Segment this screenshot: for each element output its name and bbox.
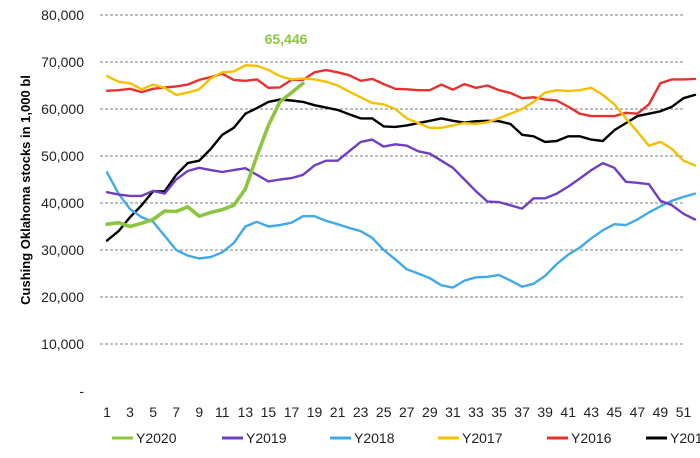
series-line-y2020 bbox=[105, 81, 305, 229]
x-tick-label: 39 bbox=[537, 404, 553, 420]
x-tick-label: 13 bbox=[238, 404, 254, 420]
y-tick-label: 20,000 bbox=[41, 289, 84, 305]
x-tick-label: 19 bbox=[307, 404, 323, 420]
legend-label-y2016: Y2016 bbox=[571, 430, 612, 446]
y-tick-label: 30,000 bbox=[41, 242, 84, 258]
series-lines bbox=[105, 64, 697, 289]
legend-label-y2019: Y2019 bbox=[246, 430, 287, 446]
x-tick-label: 3 bbox=[126, 404, 134, 420]
x-tick-label: 31 bbox=[445, 404, 461, 420]
x-tick-label: 15 bbox=[261, 404, 277, 420]
x-tick-label: 49 bbox=[653, 404, 669, 420]
series-line-y2018 bbox=[105, 171, 697, 289]
x-tick-label: 41 bbox=[560, 404, 576, 420]
y-tick-label: 10,000 bbox=[41, 336, 84, 352]
x-tick-label: 9 bbox=[195, 404, 203, 420]
x-tick-label: 35 bbox=[491, 404, 507, 420]
x-tick-label: 7 bbox=[172, 404, 180, 420]
x-tick-label: 47 bbox=[630, 404, 646, 420]
x-tick-label: 5 bbox=[149, 404, 157, 420]
legend: Y2020 Y2019 Y2018 Y2017 Y2016 Y2015 bbox=[112, 430, 700, 446]
y-axis-label: Cushing Oklahoma stocks in 1,000 bl bbox=[18, 75, 33, 305]
series-line-y2016 bbox=[105, 68, 697, 118]
x-tick-label: 45 bbox=[607, 404, 623, 420]
y-tick-label: 80,000 bbox=[41, 7, 84, 23]
x-tick-label: 43 bbox=[583, 404, 599, 420]
legend-label-y2015: Y2015 bbox=[670, 430, 700, 446]
x-tick-label: 27 bbox=[399, 404, 415, 420]
x-tick-label: 29 bbox=[422, 404, 438, 420]
x-tick-label: 11 bbox=[215, 404, 230, 420]
legend-label-y2020: Y2020 bbox=[136, 430, 177, 446]
x-tick-label: 17 bbox=[284, 404, 300, 420]
y-tick-label: 40,000 bbox=[41, 195, 84, 211]
y-tick-label: - bbox=[79, 383, 84, 399]
series-line-y2019 bbox=[105, 138, 697, 221]
gridlines bbox=[100, 14, 684, 345]
x-tick-label: 51 bbox=[676, 404, 692, 420]
y-tick-label: 60,000 bbox=[41, 101, 84, 117]
annotation-label: 65,446 bbox=[265, 31, 308, 47]
series-line-y2015 bbox=[105, 93, 697, 242]
x-tick-label: 21 bbox=[330, 404, 346, 420]
x-axis-ticks: 1 3 5 7 9 11 13 15 17 19 21 23 25 27 29 31 33 35 37 39 41 43 4… bbox=[103, 404, 691, 420]
x-tick-label: 1 bbox=[103, 404, 111, 420]
x-tick-label: 23 bbox=[353, 404, 369, 420]
legend-label-y2018: Y2018 bbox=[354, 430, 395, 446]
series-line-y2017 bbox=[105, 64, 697, 167]
y-tick-label: 70,000 bbox=[41, 54, 84, 70]
x-tick-label: 25 bbox=[376, 404, 392, 420]
y-axis-ticks: - 10,000 20,000 30,000 40,000 50,000 60,000 70,… bbox=[41, 7, 84, 399]
x-tick-label: 33 bbox=[468, 404, 484, 420]
y-tick-label: 50,000 bbox=[41, 148, 84, 164]
legend-label-y2017: Y2017 bbox=[462, 430, 503, 446]
x-tick-label: 37 bbox=[514, 404, 530, 420]
